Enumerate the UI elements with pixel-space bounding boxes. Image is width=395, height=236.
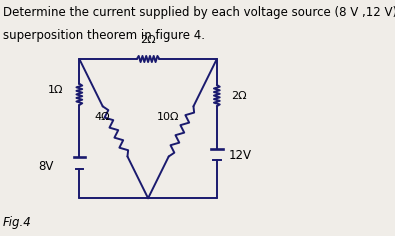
Text: 2Ω: 2Ω xyxy=(231,91,247,101)
Text: 4Ω: 4Ω xyxy=(94,112,110,122)
Text: 10Ω: 10Ω xyxy=(157,112,179,122)
Text: 8V: 8V xyxy=(39,160,54,173)
Text: 12V: 12V xyxy=(229,149,252,162)
Text: 2Ω: 2Ω xyxy=(140,35,156,45)
Text: Determine the current supplied by each voltage source (8 V ,12 V). using: Determine the current supplied by each v… xyxy=(3,6,395,19)
Text: superposition theorem in figure 4.: superposition theorem in figure 4. xyxy=(3,30,205,42)
Text: Fig.4: Fig.4 xyxy=(3,216,31,229)
Text: 1Ω: 1Ω xyxy=(48,85,63,95)
